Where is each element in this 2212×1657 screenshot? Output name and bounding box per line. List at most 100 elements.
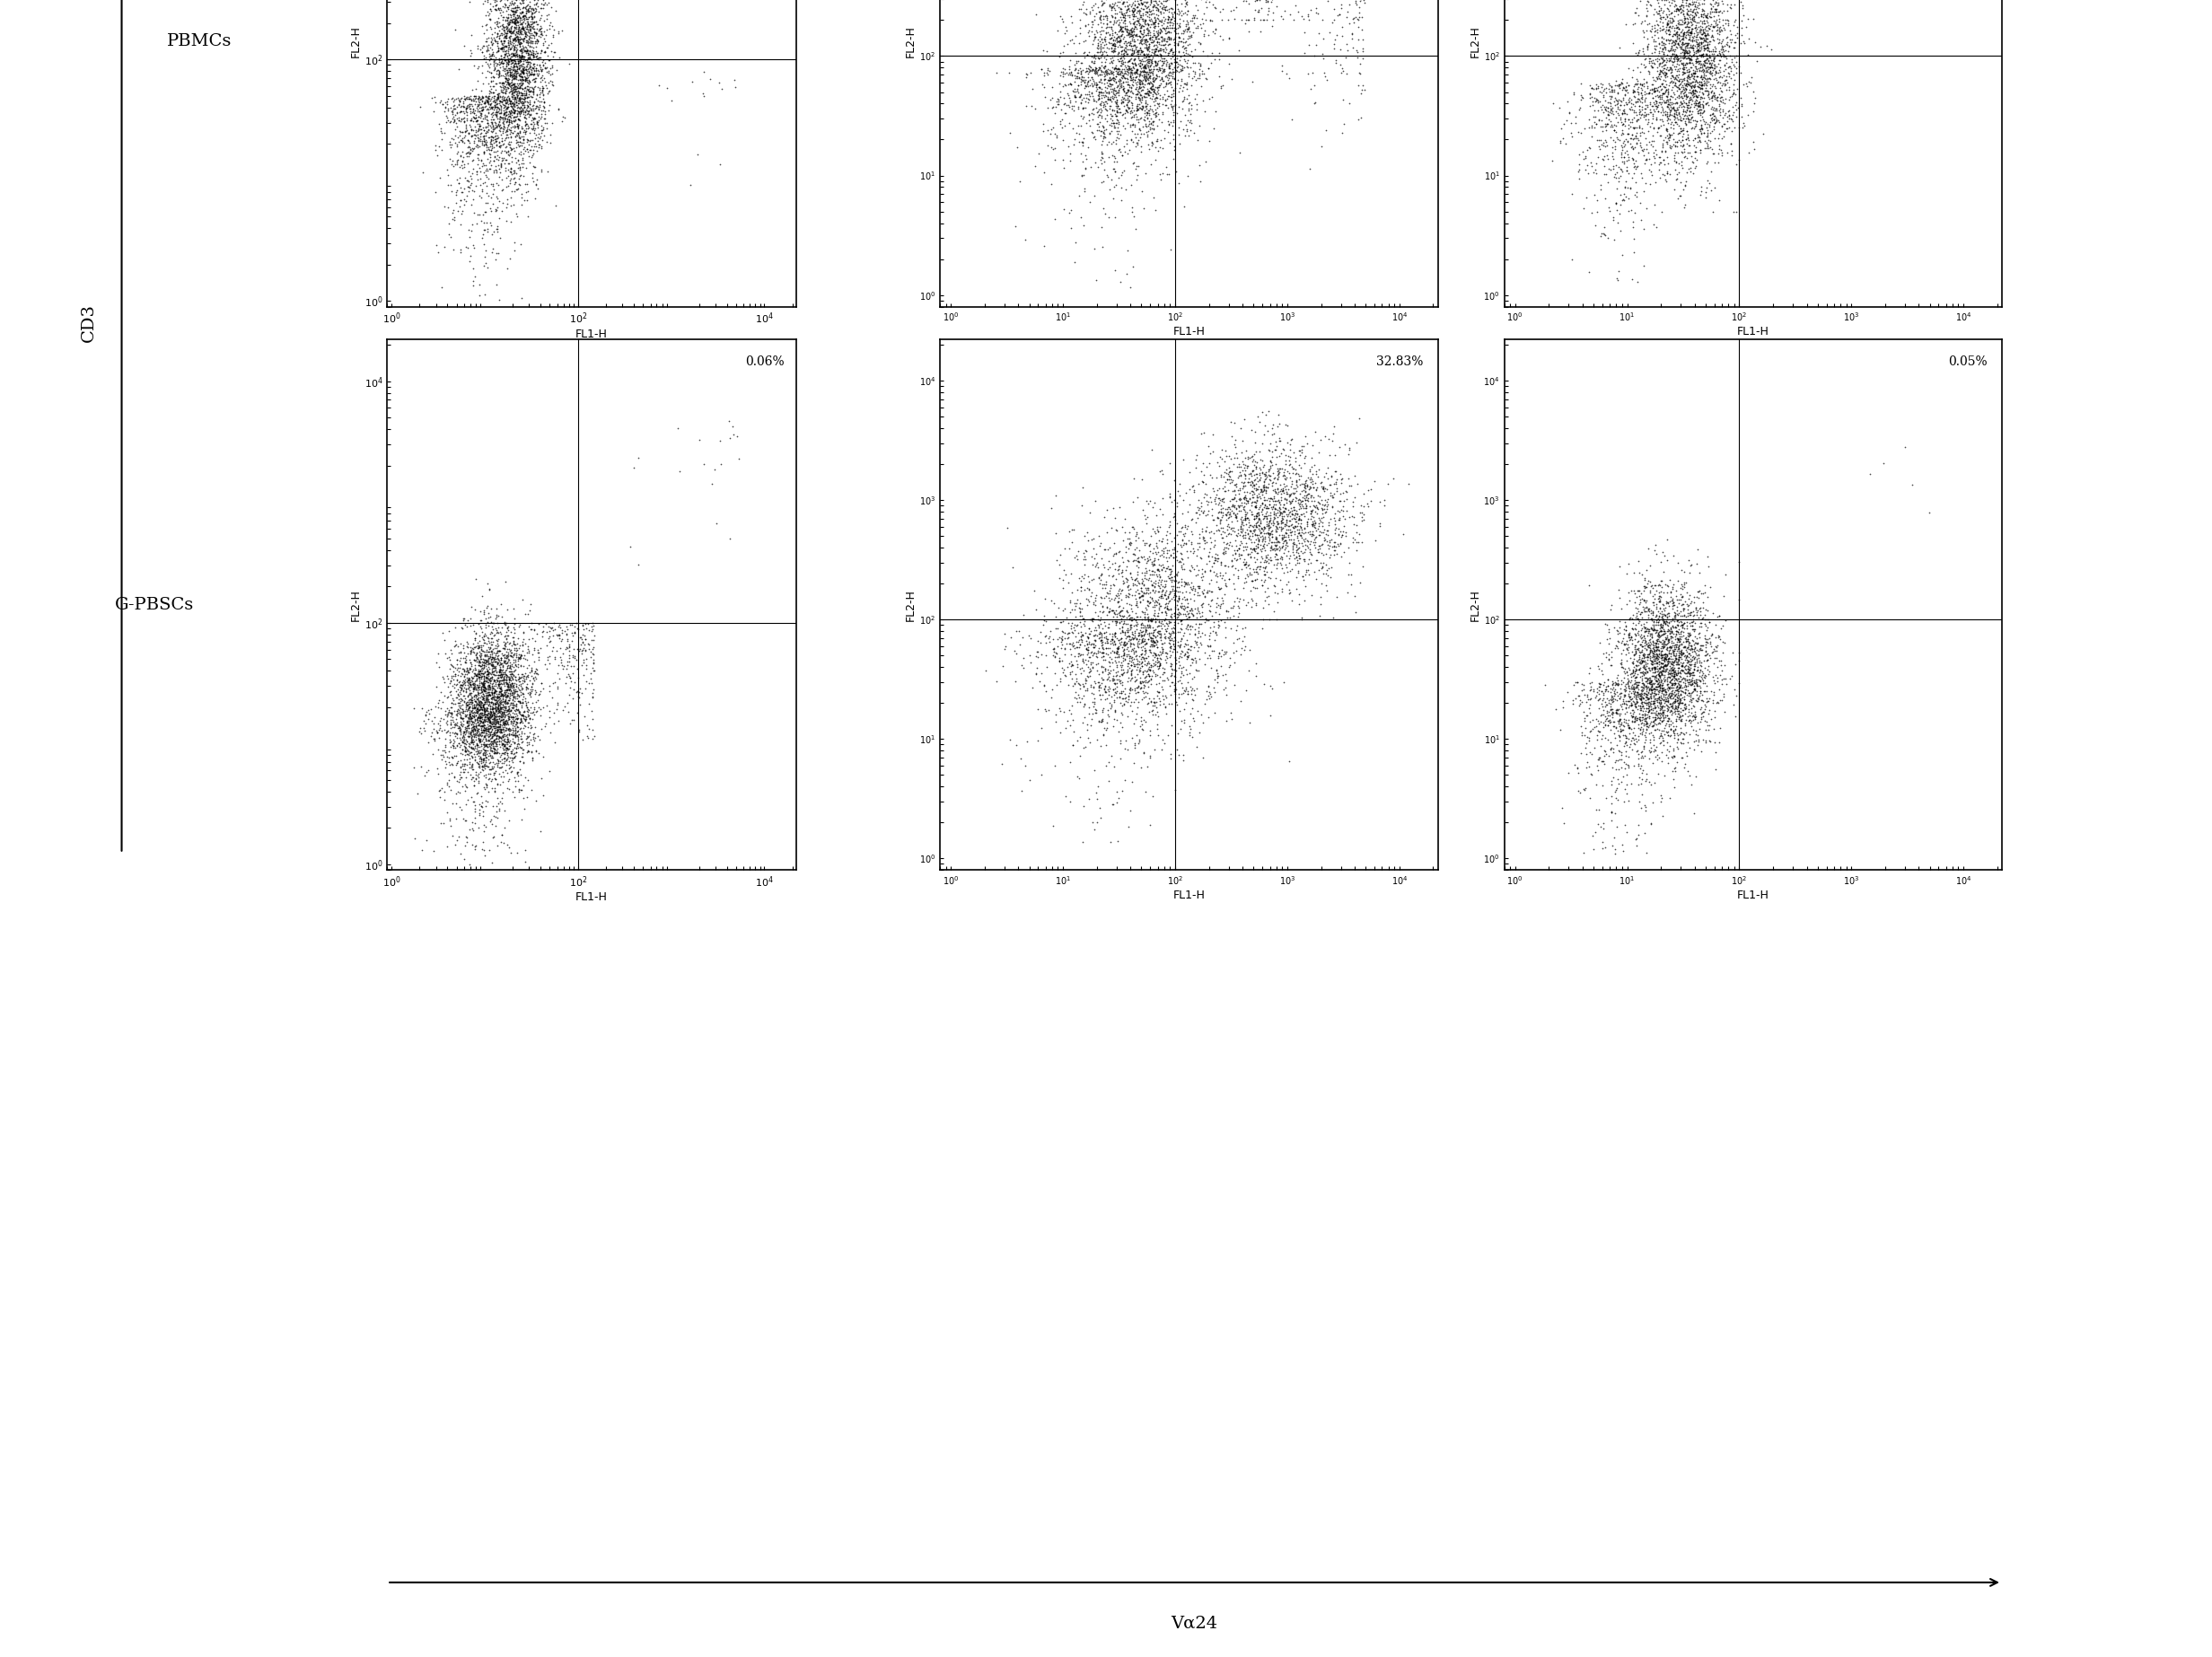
Point	[1340, 13, 1376, 40]
Point	[493, 88, 529, 114]
Point	[1228, 490, 1263, 517]
Point	[1646, 40, 1681, 66]
Point	[1668, 679, 1703, 706]
Point	[1646, 630, 1681, 656]
Point	[1055, 529, 1091, 555]
Point	[1626, 711, 1661, 737]
Point	[458, 766, 493, 792]
Point	[1228, 534, 1263, 560]
Point	[1648, 741, 1683, 767]
Point	[1152, 27, 1188, 53]
Point	[1135, 633, 1170, 659]
Point	[440, 709, 476, 736]
Point	[1663, 645, 1699, 671]
Point	[478, 645, 513, 671]
Point	[1104, 143, 1139, 169]
Point	[480, 716, 515, 742]
Point	[1608, 611, 1644, 638]
Point	[1252, 452, 1287, 479]
Point	[493, 737, 529, 764]
Point	[1079, 35, 1115, 61]
Point	[1192, 489, 1228, 515]
Point	[1597, 709, 1632, 736]
Point	[1655, 674, 1690, 701]
Point	[1121, 118, 1157, 144]
Point	[1697, 729, 1732, 756]
Point	[449, 764, 484, 790]
Point	[478, 0, 513, 22]
Point	[465, 683, 500, 709]
Point	[478, 620, 513, 646]
Point	[1608, 727, 1644, 754]
Point	[1593, 674, 1628, 701]
Point	[502, 673, 538, 699]
Point	[1053, 53, 1088, 80]
Point	[484, 699, 520, 726]
Point	[1659, 633, 1694, 659]
Point	[465, 757, 500, 784]
Point	[1106, 36, 1141, 63]
Point	[1655, 655, 1690, 681]
Point	[445, 704, 480, 731]
Point	[1661, 10, 1697, 36]
Point	[1637, 630, 1672, 656]
Point	[1199, 545, 1234, 572]
Point	[1666, 36, 1701, 63]
Point	[1336, 510, 1371, 537]
Point	[1126, 628, 1161, 655]
Point	[449, 93, 484, 119]
Point	[1657, 754, 1692, 780]
Point	[493, 696, 529, 722]
Point	[489, 676, 524, 703]
Point	[507, 28, 542, 55]
Point	[502, 708, 538, 734]
Point	[471, 136, 507, 162]
Point	[511, 91, 546, 118]
Point	[1290, 558, 1325, 585]
Point	[1624, 80, 1659, 106]
Point	[480, 664, 515, 691]
Point	[1659, 0, 1694, 5]
Point	[1679, 28, 1714, 55]
Point	[484, 696, 520, 722]
Point	[1115, 98, 1150, 124]
Point	[1644, 0, 1679, 13]
Point	[458, 699, 493, 726]
Point	[1276, 479, 1312, 505]
Point	[515, 701, 551, 727]
Point	[1705, 41, 1741, 68]
Point	[462, 651, 498, 678]
Point	[1214, 492, 1250, 519]
Point	[1172, 603, 1208, 630]
Point	[493, 41, 529, 68]
Point	[1212, 651, 1248, 678]
Point	[1690, 58, 1725, 85]
Point	[1610, 197, 1646, 224]
Point	[1663, 636, 1699, 663]
Point	[544, 616, 580, 643]
Point	[482, 655, 518, 681]
Point	[1088, 162, 1124, 189]
Point	[511, 36, 546, 63]
Point	[1648, 656, 1683, 683]
Point	[458, 123, 493, 149]
Point	[1610, 688, 1646, 714]
Point	[1650, 588, 1686, 615]
Point	[1082, 147, 1117, 174]
Point	[1610, 673, 1646, 699]
Point	[1626, 669, 1661, 696]
Point	[1139, 22, 1175, 48]
Point	[1161, 23, 1197, 50]
Point	[429, 194, 465, 220]
Point	[438, 179, 473, 205]
Point	[1688, 663, 1723, 689]
Point	[1615, 65, 1650, 91]
Point	[1615, 701, 1650, 727]
Point	[1648, 713, 1683, 739]
Point	[1263, 522, 1298, 548]
Point	[467, 709, 502, 736]
Point	[515, 76, 551, 103]
Point	[462, 699, 498, 726]
Point	[504, 10, 540, 36]
Point	[1254, 537, 1290, 563]
